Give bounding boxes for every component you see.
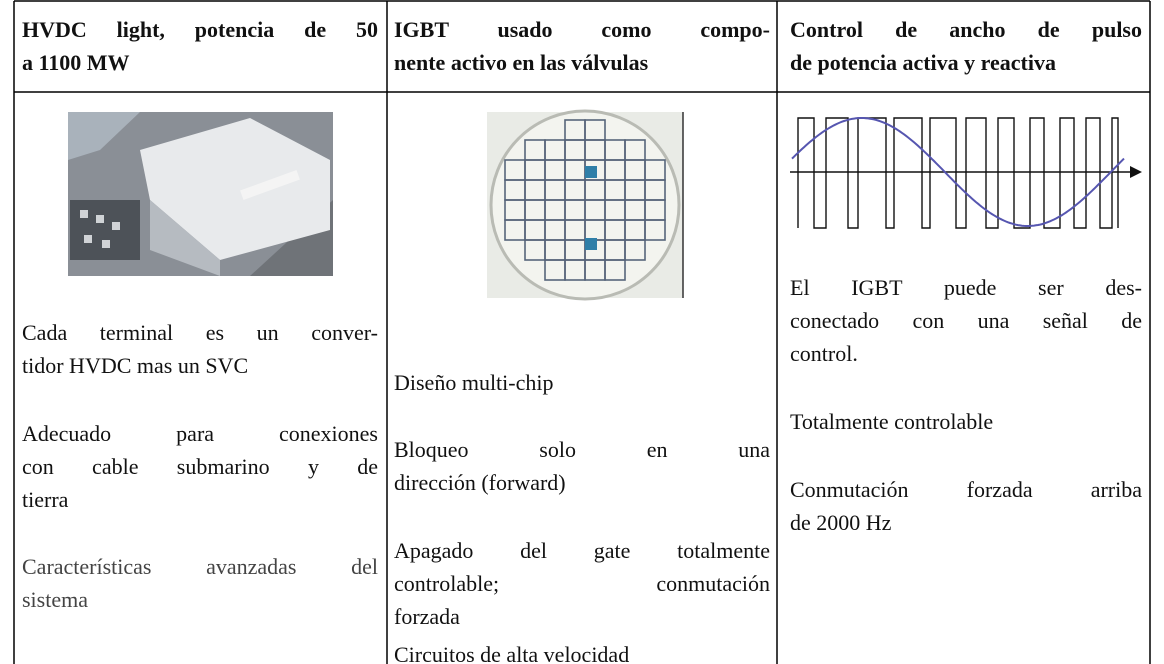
text-line: Totalmente controlable (790, 409, 994, 434)
header-line: IGBT usado como compo- (394, 17, 770, 42)
text-line: tierra (22, 487, 69, 512)
text-line: control. (790, 341, 858, 366)
header-line: HVDC light, potencia de 50 (22, 17, 378, 42)
text-line: tidor HVDC mas un SVC (22, 353, 249, 378)
text-line: controlable; conmutación (394, 571, 770, 596)
text-line: El IGBT puede ser des- (790, 275, 1142, 300)
text-line: Conmutación forzada arriba (790, 477, 1142, 502)
table-borders (13, 0, 1151, 664)
text-line: Características avanzadas del (22, 554, 378, 579)
text-line: Adecuado para conexiones (22, 421, 378, 446)
header-line: nente activo en las válvulas (394, 50, 649, 75)
igbt-wafer (487, 109, 684, 301)
pwm-diagram (790, 117, 1142, 229)
text-line: Bloqueo solo en una (394, 437, 770, 462)
text-line: dirección (forward) (394, 470, 566, 495)
header-line: a 1100 MW (22, 50, 130, 75)
text-line: Diseño multi-chip (394, 370, 554, 395)
text-line: con cable submarino y de (22, 454, 378, 479)
header-line: de potencia activa y reactiva (790, 50, 1056, 75)
text-line: sistema (22, 587, 88, 612)
text-line: forzada (394, 604, 460, 629)
text-line: de 2000 Hz (790, 510, 892, 535)
text-line: conectado con una señal de (790, 308, 1142, 333)
text-line: Apagado del gate totalmente (394, 538, 770, 563)
terminal-photo (68, 112, 333, 276)
text-line: Circuitos de alta velocidad (394, 642, 630, 664)
header-line: Control de ancho de pulso (790, 17, 1142, 42)
text-line: Cada terminal es un conver- (22, 320, 378, 345)
